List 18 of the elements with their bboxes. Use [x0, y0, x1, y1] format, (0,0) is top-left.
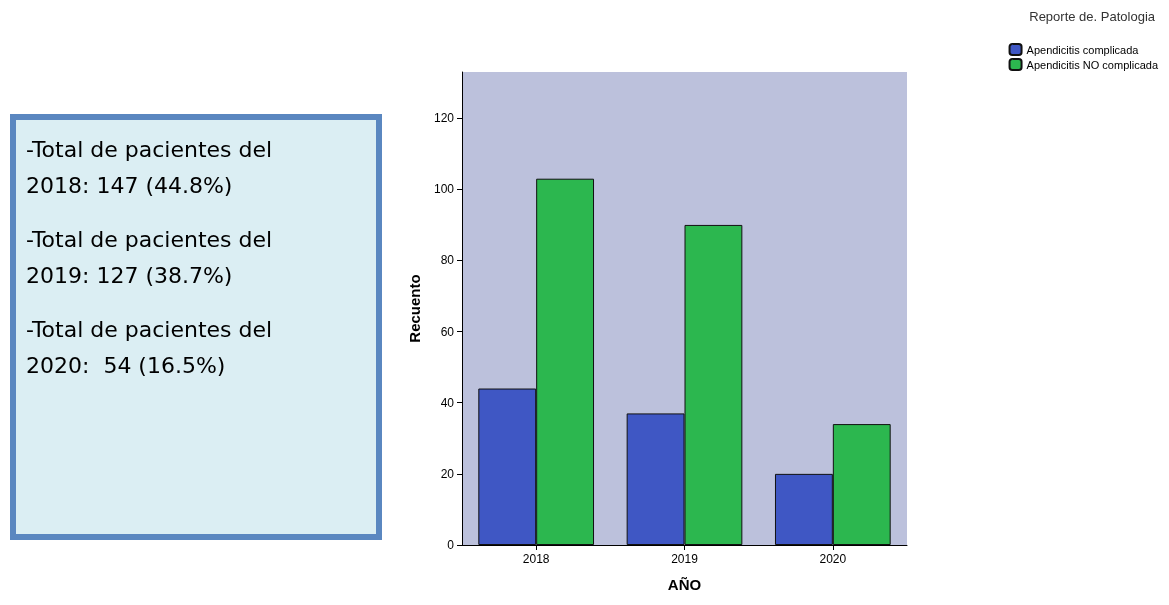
y-tick-label: 0 — [447, 538, 455, 552]
y-tick-label: 80 — [440, 253, 455, 268]
legend-title: Reporte de. Patologia — [1029, 9, 1156, 24]
y-tick-label: 60 — [440, 324, 455, 339]
y-tick-label: 120 — [433, 111, 455, 126]
y-tick-label: 100 — [433, 182, 455, 197]
y-tick-label: 20 — [440, 466, 455, 481]
x-tick-label: 2020 — [819, 552, 847, 566]
legend-label: Apendicitis NO complicada — [1026, 58, 1159, 71]
text: -Total de pacientes del 2018: 147 (44.8%) — [26, 136, 274, 200]
y-axis-title: Recuento — [406, 274, 423, 343]
x-tick-label: 2019 — [671, 552, 699, 566]
x-tick-label: 2018 — [522, 552, 550, 566]
text: -Total de pacientes del 2019: 127 (38.7%) — [26, 226, 274, 290]
x-axis-title: AÑO — [667, 576, 702, 593]
legend-label: Apendicitis complicada — [1026, 43, 1140, 56]
y-tick-label: 40 — [440, 395, 455, 410]
text: -Total de pacientes del 2020: 54 (16.5%) — [26, 316, 274, 380]
